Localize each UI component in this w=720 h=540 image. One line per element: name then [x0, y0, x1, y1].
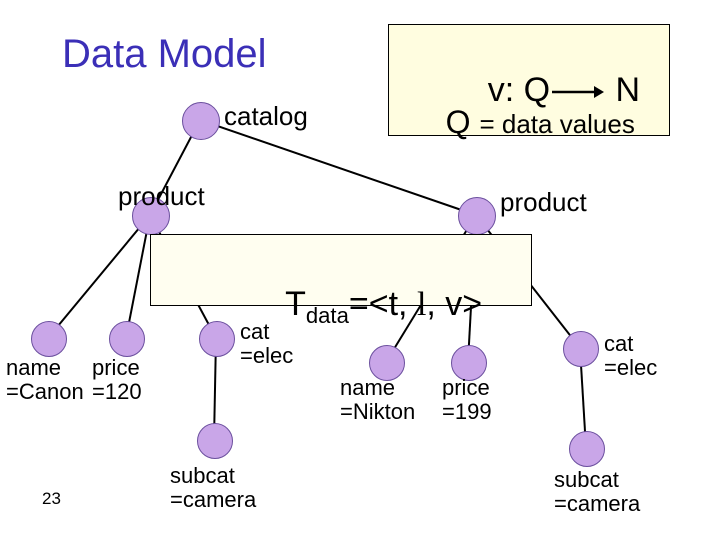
node-left-name: [31, 321, 67, 357]
node-left-price: [109, 321, 145, 357]
text-v-close: , v>: [426, 285, 482, 323]
label-left-subcat: subcat =camera: [170, 464, 256, 512]
callout-v-Q-N: v: Q N Q = data values: [388, 24, 670, 136]
label-right-name: name =Nikton: [340, 376, 415, 424]
node-right-cat: [563, 331, 599, 367]
text-T: T: [285, 285, 306, 323]
node-left-subcat: [197, 423, 233, 459]
text-eq-angle: =<t,: [349, 285, 417, 323]
label-right-cat: cat =elec: [604, 332, 657, 380]
node-catalog: [182, 102, 220, 140]
node-right-subcat: [569, 431, 605, 467]
label-right-price: price =199: [442, 376, 492, 424]
label-left-name: name =Canon: [6, 356, 84, 404]
text-Q: Q: [446, 104, 480, 140]
page-number: 23: [42, 490, 61, 509]
label-right-subcat: subcat =camera: [554, 468, 640, 516]
slide-title: Data Model: [62, 32, 267, 77]
callout-line-Q-values: Q = data values: [419, 87, 635, 157]
lambda-symbol: l: [417, 286, 426, 323]
text-data-subscript: data: [306, 303, 349, 328]
label-catalog: catalog: [224, 102, 308, 131]
text-data-values: = data values: [479, 109, 634, 139]
label-product-right: product: [500, 188, 587, 217]
label-product-left: product: [118, 182, 205, 211]
label-left-price: price =120: [92, 356, 142, 404]
callout-Tdata: Tdata=<t, l, v>: [150, 234, 532, 306]
callout-Tdata-text: Tdata=<t, l, v>: [229, 249, 482, 366]
slide-canvas: Data Model 23 v: Q N Q = data values cat…: [0, 0, 720, 540]
node-product-right: [458, 197, 496, 235]
